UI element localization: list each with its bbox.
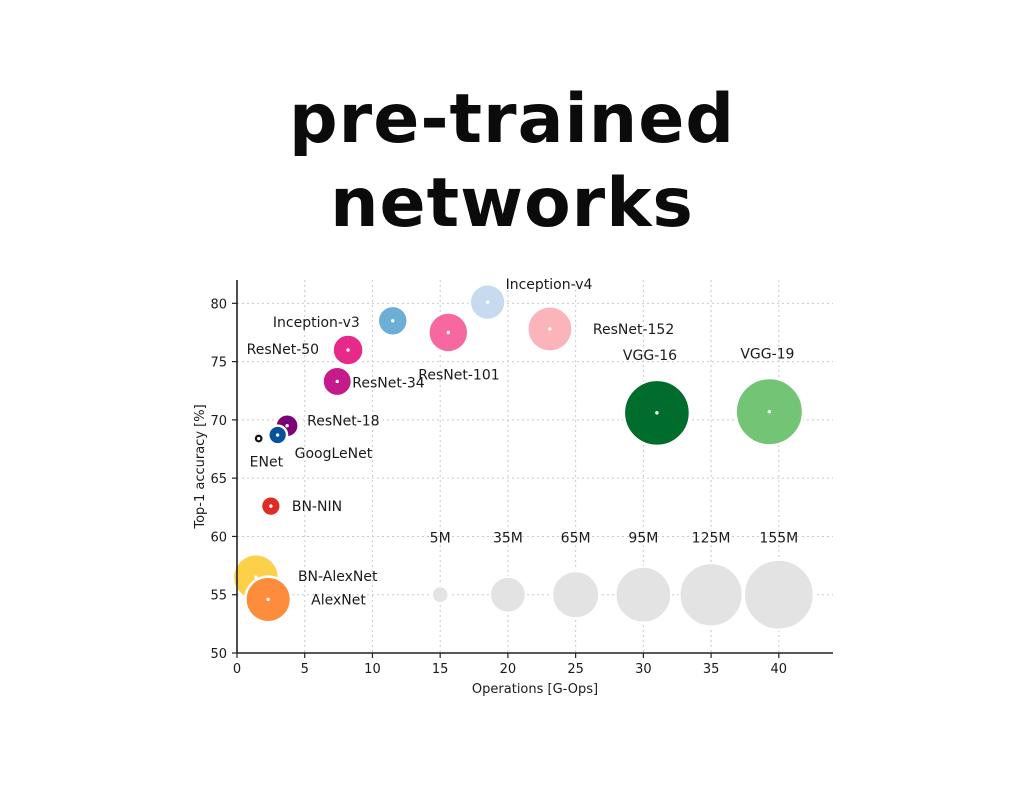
bubble-center-dot-inception-v3: [391, 319, 395, 323]
bubble-layer: [231, 283, 805, 624]
y-tick-label: 50: [210, 647, 227, 662]
bubble-center-dot-enet: [256, 436, 261, 441]
point-label-enet: ENet: [250, 455, 284, 471]
bubble-center-dot-resnet-34: [335, 379, 339, 384]
slide-title: pre-trained networks: [0, 78, 1024, 246]
point-label-inception-v3: Inception-v3: [273, 315, 360, 331]
point-label-inception-v4: Inception-v4: [506, 277, 593, 293]
bubble-center-dot-resnet-152: [548, 327, 552, 331]
size-legend-bubble-65m: [551, 570, 601, 620]
point-label-resnet-50: ResNet-50: [247, 342, 319, 358]
size-legend: 5M 35M 65M 95M 125M 155M: [430, 530, 815, 631]
x-tick-label: 20: [500, 662, 517, 677]
x-tick-label: 25: [567, 662, 584, 677]
size-legend-bubble-5m: [430, 585, 450, 605]
size-legend-label-35m: 35M: [493, 530, 523, 546]
x-tick-label: 5: [301, 662, 309, 677]
point-label-resnet-34: ResNet-34: [352, 375, 425, 391]
size-legend-bubble-95m: [614, 565, 673, 624]
size-legend-label-125m: 125M: [692, 530, 731, 546]
bubble-center-dot-alexnet: [266, 597, 270, 602]
point-label-alexnet: AlexNet: [311, 592, 366, 608]
size-legend-label-155m: 155M: [759, 530, 798, 546]
bubble-center-dot-bn-nin: [269, 504, 273, 508]
size-legend-bubble-35m: [489, 575, 527, 614]
label-layer: Inception-v4 Inception-v3 ResNet-152 ResNet…: [247, 277, 795, 608]
bubble-center-dot-bn-alexnet: [254, 575, 258, 579]
y-axis-label: Top-1 accuracy [%]: [193, 404, 208, 529]
point-label-googlenet: GoogLeNet: [295, 446, 373, 462]
point-label-resnet-152: ResNet-152: [593, 322, 674, 338]
bubble-center-dot-inception-v4: [485, 300, 490, 304]
x-tick-label: 30: [635, 662, 652, 677]
x-tick-label: 15: [432, 662, 449, 677]
point-label-resnet-101: ResNet-101: [418, 367, 499, 383]
point-label-vgg-19: VGG-19: [740, 347, 794, 363]
x-tick-label: 10: [364, 662, 381, 677]
x-axis-label: Operations [G-Ops]: [472, 682, 598, 697]
size-legend-bubble-125m: [678, 562, 744, 628]
bubble-center-dot-resnet-50: [346, 348, 350, 352]
bubble-center-dot-vgg-16: [655, 411, 659, 415]
size-legend-label-65m: 65M: [561, 530, 591, 546]
slide-title-line-2: networks: [330, 164, 694, 243]
bubble-center-dot-vgg-19: [767, 410, 772, 414]
bubble-center-dot-resnet-101: [446, 330, 451, 335]
point-label-vgg-16: VGG-16: [623, 348, 677, 364]
bubble-center-dot-resnet-18: [285, 424, 289, 428]
y-tick-label: 75: [210, 356, 227, 371]
size-legend-label-5m: 5M: [430, 530, 451, 546]
slide-title-line-1: pre-trained: [289, 80, 735, 159]
y-tick-label: 70: [210, 414, 227, 429]
y-tick-label: 60: [210, 530, 227, 545]
point-label-resnet-18: ResNet-18: [307, 414, 379, 430]
y-tick-label: 80: [210, 297, 227, 312]
axis-layer: 0 5 10 15 20 25 30 35 40 50 55 60 65 70 75 80 Operations…: [193, 280, 833, 697]
point-label-bn-alexnet: BN-AlexNet: [298, 569, 378, 585]
y-tick-label: 55: [210, 589, 227, 604]
x-tick-label: 35: [703, 662, 720, 677]
x-tick-label: 0: [233, 662, 241, 677]
y-tick-label: 65: [210, 472, 227, 487]
bubble-center-dot-googlenet: [275, 433, 280, 437]
point-label-bn-nin: BN-NIN: [292, 499, 342, 515]
x-tick-label: 40: [771, 662, 788, 677]
size-legend-bubble-155m: [742, 558, 815, 631]
size-legend-label-95m: 95M: [628, 530, 658, 546]
